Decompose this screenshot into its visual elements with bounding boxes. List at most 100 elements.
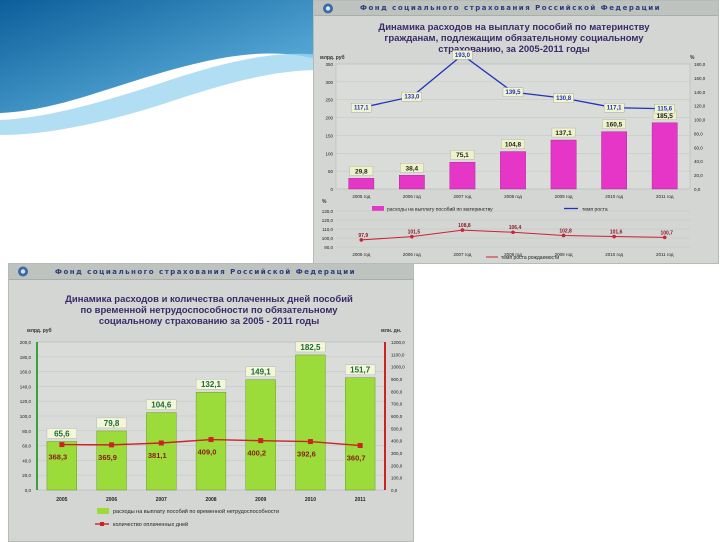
days-value-label: 368,3 — [48, 453, 67, 462]
bar-label-box — [602, 119, 626, 129]
bar-label-box — [96, 417, 127, 429]
bar — [550, 139, 577, 190]
left-tick-label: 50 — [328, 169, 334, 174]
bar-value-label: 182,5 — [300, 343, 321, 352]
category-label: 2008 год — [504, 194, 522, 199]
lower-tick-label: 100,0 — [322, 236, 334, 241]
right-axis-unit: % — [690, 55, 695, 61]
left-tick-label: 200,0 — [20, 340, 32, 345]
growth-value-label: 139,5 — [505, 90, 521, 96]
left-tick-label: 350 — [325, 62, 333, 67]
bar-label-box — [245, 366, 276, 377]
bar — [146, 412, 177, 491]
bar — [449, 161, 476, 190]
point-label-box — [452, 50, 473, 60]
left-tick-label: 20,0 — [22, 473, 31, 478]
left-axis-unit: млрд. руб — [320, 55, 345, 61]
left-tick-label: 150 — [325, 133, 333, 138]
right-tick-label: 140,0 — [694, 90, 706, 95]
growth-value-label: 133,0 — [404, 95, 420, 101]
org-name: Фонд социального страхования Российской … — [55, 268, 357, 276]
chart-title: Динамика расходов и количества оплаченны… — [65, 294, 353, 327]
left-tick-label: 100 — [325, 151, 333, 156]
left-tick-label: 140,0 — [20, 384, 32, 389]
right-tick-label: 800,0 — [391, 389, 403, 394]
bar — [601, 131, 627, 190]
days-value-label: 392,6 — [297, 450, 316, 459]
lower-category-label: 2010 год — [605, 252, 623, 257]
right-tick-label: 600,0 — [391, 414, 403, 419]
right-tick-label: 100,0 — [694, 118, 706, 123]
legend-swatch-bars — [372, 206, 384, 211]
days-point — [59, 442, 65, 448]
right-tick-label: 300,0 — [391, 451, 403, 456]
birth-rate-label: 101,5 — [408, 230, 421, 236]
point-label-box — [351, 103, 372, 113]
birth-rate-point — [612, 234, 616, 239]
days-point — [109, 442, 115, 448]
legend-swatch-marker — [100, 522, 104, 526]
growth-value-label: 193,0 — [455, 53, 471, 59]
days-value-label: 365,9 — [98, 453, 117, 462]
left-tick-label: 180,0 — [20, 355, 32, 360]
right-tick-label: 1100,0 — [391, 352, 405, 357]
bar-value-label: 132,1 — [201, 380, 222, 389]
bar-value-label: 137,1 — [555, 130, 572, 137]
left-tick-label: 160,0 — [20, 370, 32, 375]
legend-label: темп роста — [582, 207, 608, 213]
legend-swatch-bars — [97, 508, 109, 514]
left-tick-label: 300 — [325, 80, 333, 85]
left-tick-label: 200 — [325, 116, 333, 121]
bar — [245, 379, 276, 491]
category-label: 2006 год — [403, 194, 421, 199]
background-wave — [0, 0, 320, 135]
bar-value-label: 104,8 — [505, 142, 522, 149]
category-label: 2011 год — [656, 194, 674, 199]
bar-label-box — [349, 166, 374, 176]
bar — [651, 122, 678, 190]
bar — [96, 430, 127, 491]
bar-label-box — [551, 127, 576, 138]
sick-leave-benefits-slide: Фонд социального страхования Российской … — [8, 263, 414, 542]
category-label: 2006 — [106, 497, 117, 503]
birth-rate-point — [359, 238, 364, 242]
birth-rate-label: 102,8 — [559, 228, 572, 234]
left-tick-label: 120,0 — [20, 399, 32, 404]
bar — [46, 441, 77, 491]
days-value-label: 409,0 — [198, 448, 217, 457]
birth-rate-label: 100,7 — [660, 230, 673, 236]
lower-category-label: 2009 год — [555, 252, 573, 257]
bar — [500, 151, 526, 190]
category-label: 2005 год — [352, 194, 370, 199]
bar — [348, 178, 375, 190]
maternity-benefits-slide: Фонд социального страхования Российской … — [313, 0, 719, 264]
birth-rate-point — [561, 233, 566, 238]
left-tick-label: 100,0 — [20, 414, 32, 419]
lower-tick-label: 130,0 — [322, 209, 334, 214]
lower-category-label: 2008 год — [504, 252, 522, 257]
right-tick-label: 100,0 — [391, 476, 403, 481]
right-tick-label: 500,0 — [391, 426, 403, 431]
right-tick-label: 80,0 — [694, 131, 703, 136]
right-tick-label: 900,0 — [391, 377, 403, 382]
bar-value-label: 104,6 — [151, 401, 172, 410]
days-point — [307, 439, 313, 445]
left-tick-label: 250 — [325, 98, 333, 103]
lower-category-label: 2007 год — [454, 252, 472, 257]
bar-label-box — [345, 364, 376, 375]
right-tick-label: 40,0 — [694, 159, 703, 164]
legend-label: расходы на выплату пособий по временной … — [113, 508, 279, 515]
chart-title: Динамика расходов на выплату пособий по … — [378, 22, 650, 55]
fss-logo-icon — [323, 3, 333, 14]
bar-value-label: 75,1 — [456, 152, 469, 159]
bar-label-box — [295, 341, 326, 353]
point-label-box — [401, 91, 423, 102]
growth-value-label: 130,8 — [556, 96, 572, 102]
sick-leave-chart: 0,0 20,0 40,0 60,0 80,0 100,0 120,0 140,0 160,0 1… — [20, 340, 406, 528]
birth-rate-point — [410, 234, 414, 239]
legend-label: темп роста рождаемости — [501, 255, 559, 261]
days-point — [208, 437, 214, 443]
growth-value-label: 117,1 — [354, 106, 369, 112]
lower-category-label: 2005 год — [352, 252, 370, 257]
right-tick-label: 1200,0 — [391, 340, 405, 345]
